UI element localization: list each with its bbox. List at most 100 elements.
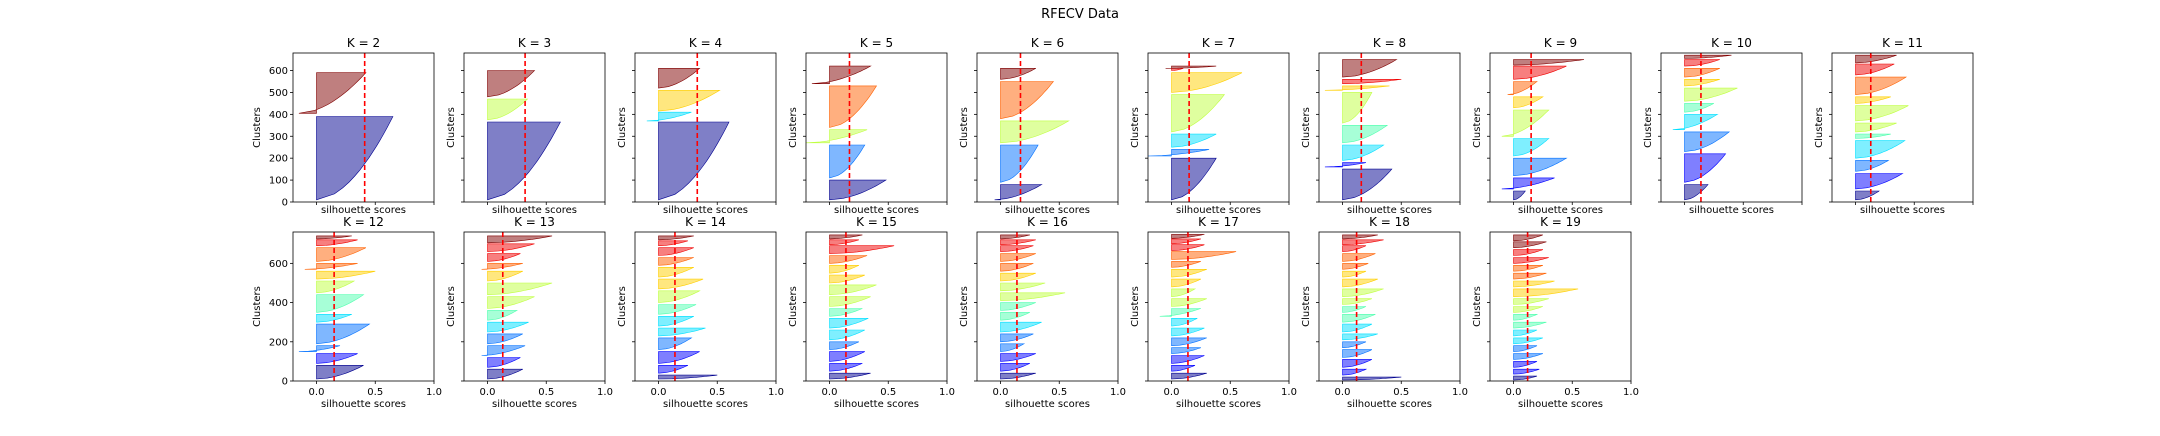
panel-k-17: K = 17 0.0 0.5 1.0 silhouette scores Clusters xyxy=(1130,215,1297,410)
silhouette-cluster xyxy=(658,257,694,266)
silhouette-cluster xyxy=(1513,280,1555,288)
silhouette-cluster xyxy=(1513,138,1550,157)
x-axis-label: silhouette scores xyxy=(1176,205,1261,216)
silhouette-cluster xyxy=(658,374,718,380)
x-tick-label: 1.0 xyxy=(1110,387,1126,398)
x-tick-label: 0.5 xyxy=(1393,387,1409,398)
silhouette-cluster xyxy=(1513,96,1544,109)
silhouette-cluster xyxy=(298,72,367,114)
silhouette-cluster xyxy=(487,321,529,333)
silhouette-cluster xyxy=(658,235,694,241)
panel-k-11: K = 11 silhouette scores Clusters xyxy=(1814,36,1974,216)
silhouette-cluster xyxy=(1342,253,1376,262)
panel-title: K = 11 xyxy=(1882,36,1923,50)
x-axis-label: silhouette scores xyxy=(1518,399,1603,410)
axes-frame xyxy=(805,52,948,203)
silhouette-cluster xyxy=(658,68,701,89)
panel-title: K = 15 xyxy=(856,215,897,229)
x-axis-label: silhouette scores xyxy=(1347,399,1432,410)
y-axis-label: Clusters xyxy=(1130,107,1141,148)
silhouette-cluster xyxy=(1855,133,1891,139)
silhouette-cluster xyxy=(829,296,871,307)
silhouette-cluster xyxy=(487,70,536,98)
y-axis-label: Clusters xyxy=(788,286,799,327)
silhouette-cluster xyxy=(1342,333,1378,341)
silhouette-cluster xyxy=(1342,368,1368,376)
silhouette-cluster xyxy=(658,337,693,350)
silhouette-cluster xyxy=(829,372,871,380)
panel-title: K = 2 xyxy=(347,36,380,50)
x-tick-label: 0.0 xyxy=(993,387,1009,398)
silhouette-cluster xyxy=(1000,321,1042,333)
silhouette-cluster xyxy=(658,121,730,201)
silhouette-cluster xyxy=(1513,157,1568,177)
silhouette-cluster xyxy=(1342,168,1393,201)
silhouette-cluster xyxy=(658,364,689,374)
x-tick-label: 0.0 xyxy=(822,387,838,398)
silhouette-cluster xyxy=(658,304,697,315)
silhouette-cluster xyxy=(1342,239,1384,246)
y-tick-label: 0 xyxy=(282,198,288,209)
silhouette-cluster xyxy=(829,363,863,372)
x-tick-label: 0.5 xyxy=(538,387,554,398)
axes-frame xyxy=(292,52,435,203)
silhouette-cluster xyxy=(1171,68,1184,71)
axes-frame xyxy=(805,231,948,382)
x-axis-label: silhouette scores xyxy=(492,205,577,216)
silhouette-cluster xyxy=(1513,375,1538,381)
silhouette-cluster xyxy=(1171,278,1202,288)
silhouette-cluster xyxy=(1171,298,1207,307)
silhouette-cluster xyxy=(1342,288,1384,298)
y-axis-label: Clusters xyxy=(617,286,628,327)
silhouette-cluster xyxy=(1342,278,1378,288)
x-tick-label: 0.0 xyxy=(651,387,667,398)
silhouette-cluster xyxy=(1171,317,1198,327)
silhouette-cluster xyxy=(1855,140,1906,159)
x-axis-label: silhouette scores xyxy=(1689,205,1774,216)
silhouette-cluster xyxy=(1171,347,1201,354)
silhouette-cluster xyxy=(1171,261,1201,268)
silhouette-cluster xyxy=(316,313,352,323)
panel-title: K = 16 xyxy=(1027,215,1068,229)
y-axis-label: Clusters xyxy=(1643,107,1654,148)
silhouette-cluster xyxy=(1171,157,1217,201)
y-axis-label: Clusters xyxy=(1301,286,1312,327)
silhouette-cluster xyxy=(829,351,865,362)
x-tick-label: 0.5 xyxy=(709,387,725,398)
panel-title: K = 5 xyxy=(860,36,893,50)
silhouette-cluster xyxy=(1000,372,1036,380)
silhouette-cluster xyxy=(829,264,860,274)
silhouette-cluster xyxy=(1684,131,1731,152)
x-tick-label: 0.5 xyxy=(367,387,383,398)
panel-title: K = 13 xyxy=(514,215,555,229)
silhouette-cluster xyxy=(1165,65,1217,69)
silhouette-cluster xyxy=(1324,162,1367,168)
silhouette-cluster xyxy=(1000,253,1036,262)
panel-k-4: K = 4 silhouette scores Clusters xyxy=(617,36,777,216)
y-tick-label: 200 xyxy=(269,154,288,165)
silhouette-cluster xyxy=(1501,177,1555,190)
silhouette-cluster xyxy=(829,317,869,329)
silhouette-cluster xyxy=(487,296,535,309)
silhouette-cluster xyxy=(658,290,701,303)
y-axis-label: Clusters xyxy=(959,107,970,148)
silhouette-cluster xyxy=(829,245,895,254)
x-tick-label: 0.5 xyxy=(1222,387,1238,398)
silhouette-cluster xyxy=(487,282,553,296)
panel-title: K = 7 xyxy=(1202,36,1235,50)
silhouette-cluster xyxy=(1159,308,1201,317)
y-tick-label: 600 xyxy=(269,259,288,270)
y-tick-label: 300 xyxy=(269,132,288,143)
x-tick-label: 0.0 xyxy=(1506,387,1522,398)
silhouette-cluster xyxy=(1513,65,1567,80)
silhouette-cluster xyxy=(1507,81,1538,95)
axes-frame xyxy=(1147,231,1290,382)
silhouette-cluster xyxy=(1513,321,1547,329)
panel-title: K = 10 xyxy=(1711,36,1752,50)
silhouette-cluster xyxy=(481,345,526,356)
silhouette-cluster xyxy=(1684,153,1727,183)
silhouette-cluster xyxy=(1171,268,1207,278)
x-axis-label: silhouette scores xyxy=(834,205,919,216)
silhouette-cluster xyxy=(1501,109,1550,137)
